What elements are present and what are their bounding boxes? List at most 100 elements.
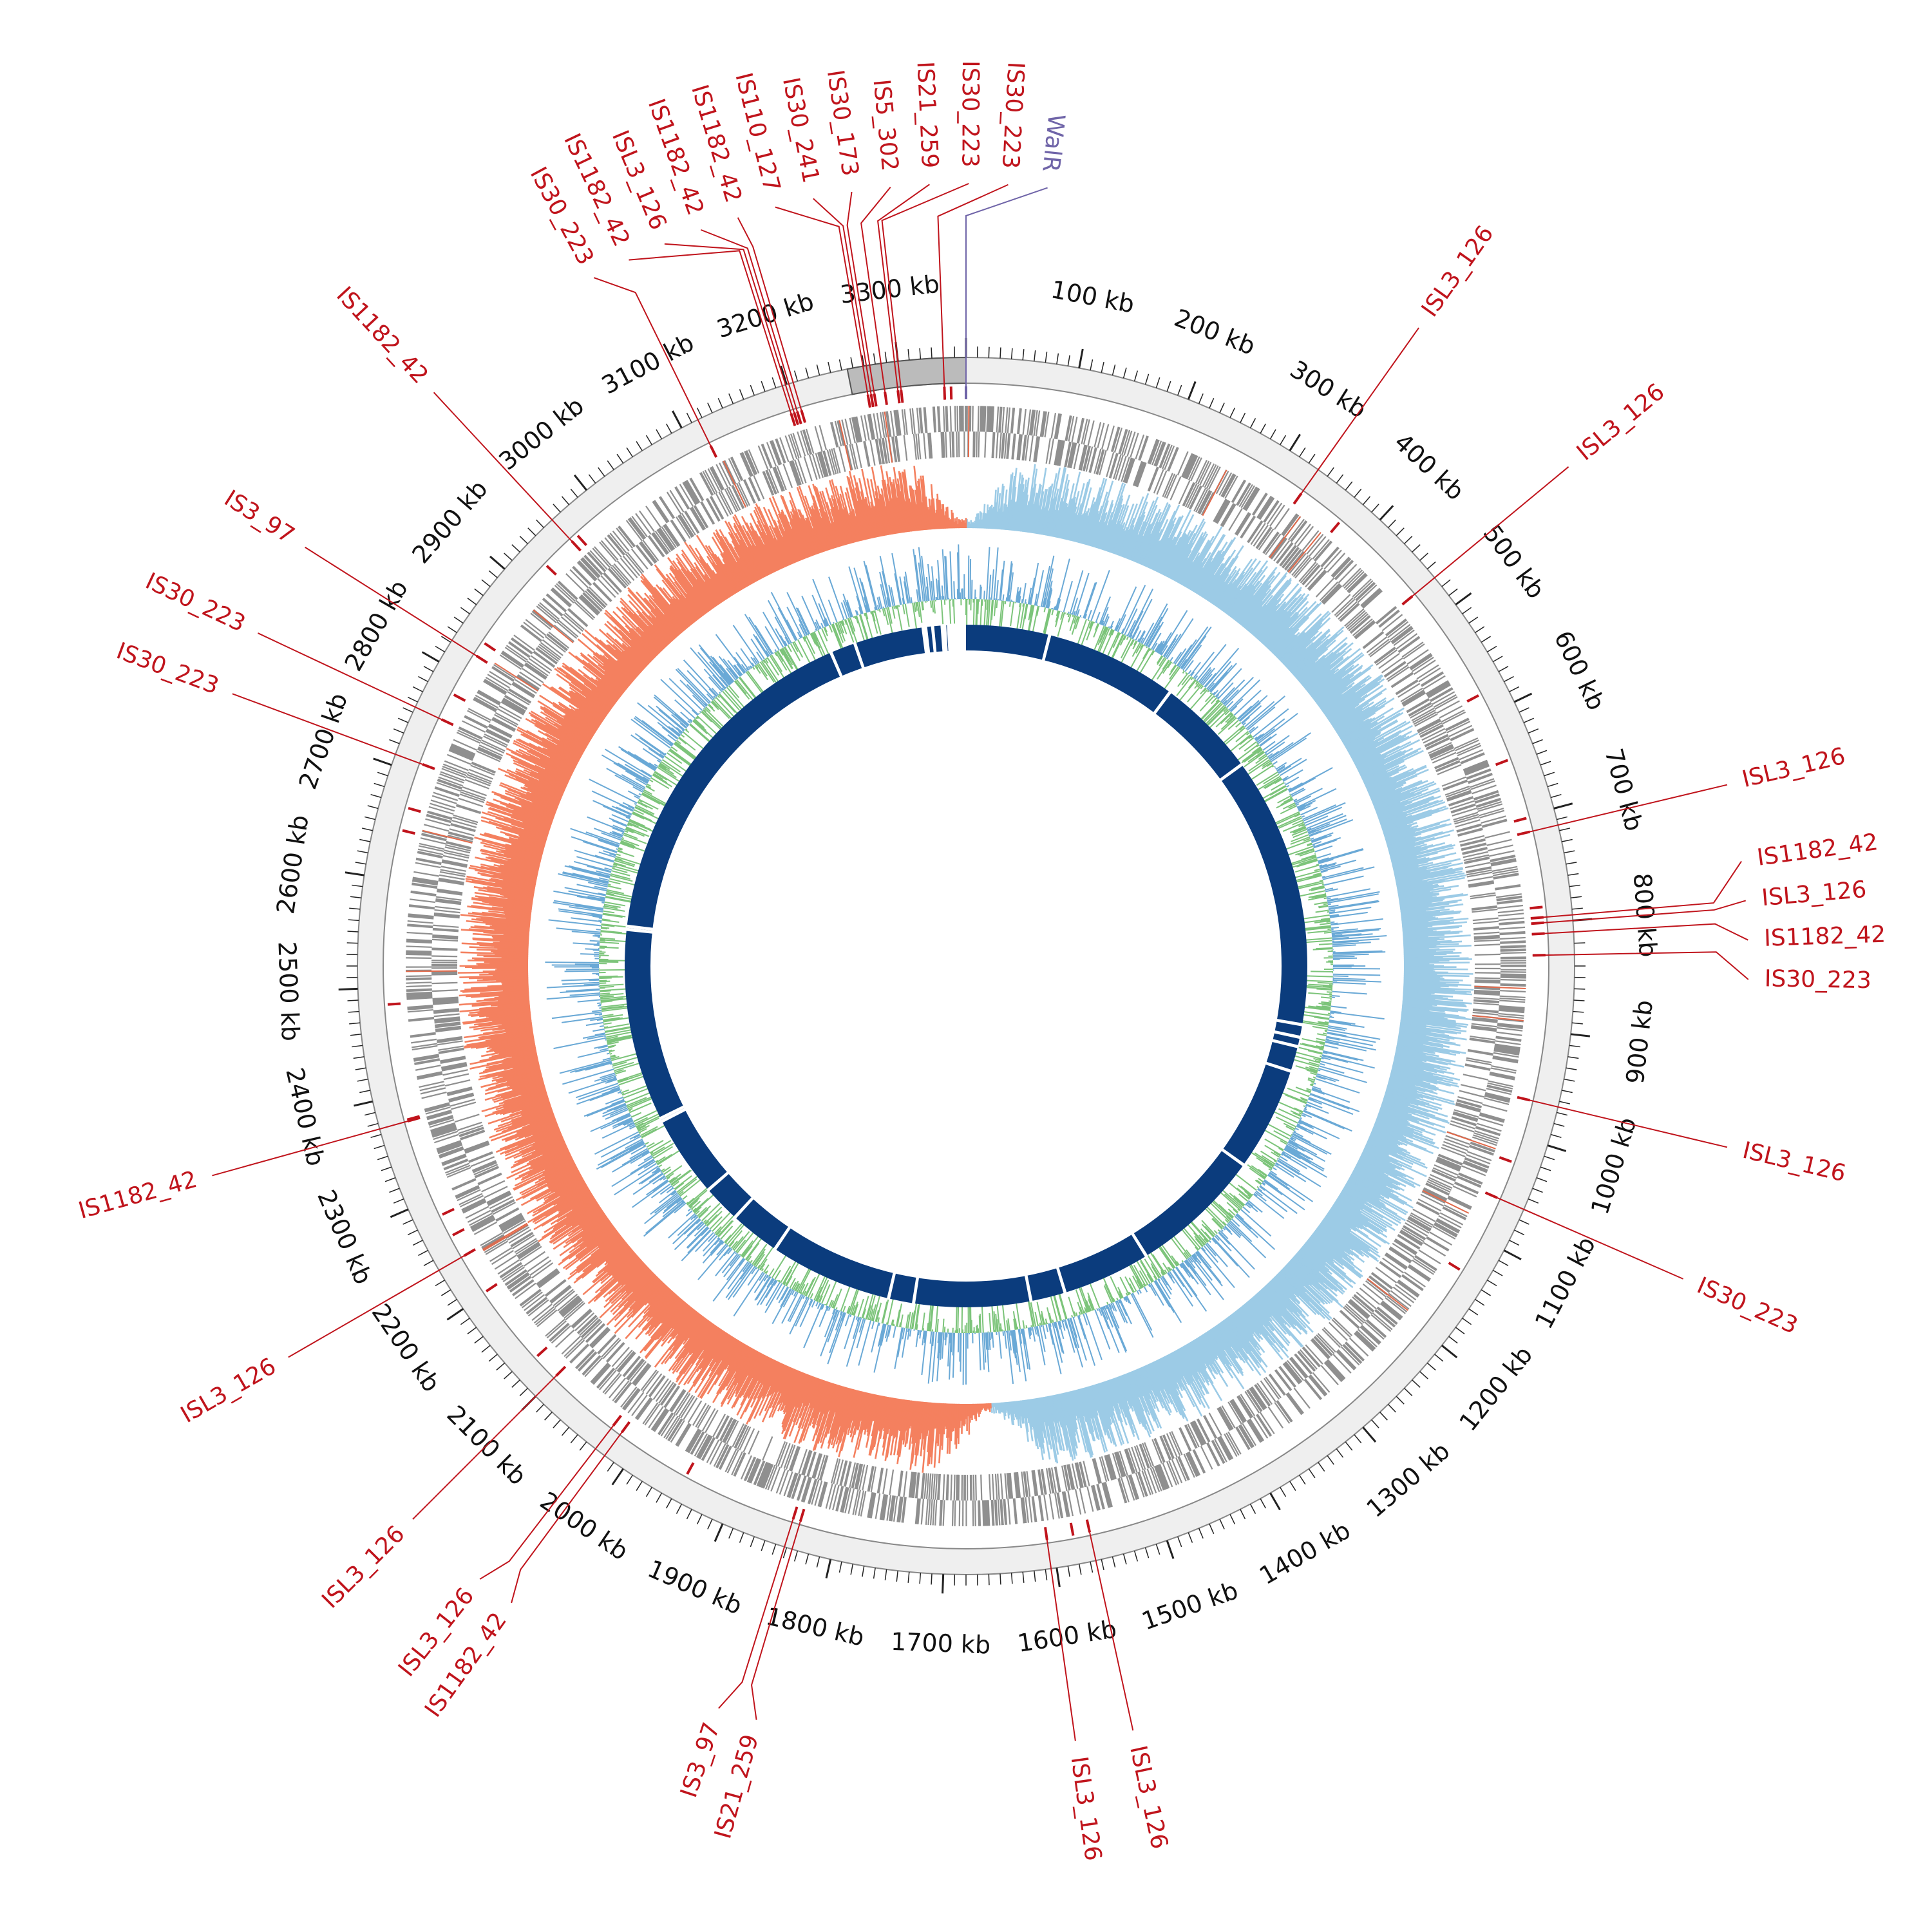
gene-feature [1031, 1470, 1036, 1497]
gene-feature [1445, 718, 1470, 732]
gene-feature [1387, 621, 1409, 638]
gene-feature [678, 515, 694, 538]
gc-skew-bar [998, 484, 1004, 530]
gene-feature [468, 1151, 493, 1162]
gene-feature [879, 438, 886, 464]
gene-feature [956, 406, 959, 432]
gc-skew-bar [1009, 468, 1018, 531]
minor-tick [850, 1564, 854, 1575]
gene-feature [1476, 799, 1502, 808]
gene-feature [1082, 446, 1090, 471]
gc-skew-bar [1004, 507, 1009, 530]
gene-feature [1250, 522, 1266, 545]
is-element-marker [387, 1002, 401, 1006]
gene-feature [601, 1338, 620, 1358]
major-tick [1269, 1492, 1281, 1511]
gene-feature [1283, 549, 1302, 570]
gene-feature [538, 643, 560, 661]
gc-skew-bar [1229, 565, 1269, 617]
gene-feature [1419, 724, 1444, 737]
gene-feature [1377, 1306, 1398, 1324]
gc-skew-bar [482, 970, 529, 972]
gene-feature [1137, 1472, 1148, 1497]
gene-feature [920, 1473, 924, 1499]
gc-skew-bar [1177, 531, 1207, 583]
major-tick [1166, 1540, 1175, 1559]
gene-feature [1489, 1072, 1515, 1079]
gc-skew-bar [1090, 491, 1108, 547]
minor-tick [999, 1573, 1001, 1585]
gene-feature [972, 431, 975, 458]
gc-skew-bar [1184, 535, 1215, 587]
gc-skew-bar [1229, 585, 1255, 618]
gene-feature [1097, 1484, 1105, 1510]
gene-feature [426, 1112, 453, 1121]
gene-feature [730, 457, 743, 482]
gene-feature [470, 1215, 495, 1229]
minor-tick [1523, 717, 1535, 723]
gc-skew-bar [1110, 505, 1130, 554]
gc-skew-bar [1079, 507, 1090, 544]
gene-feature [838, 446, 846, 472]
gene-feature [1283, 1362, 1301, 1384]
gene-feature [1406, 1219, 1430, 1234]
gene-feature [1327, 1359, 1346, 1379]
gene-feature [428, 1117, 454, 1126]
minor-tick [1481, 636, 1491, 643]
gene-feature [455, 1185, 479, 1197]
gene-feature [1492, 866, 1518, 872]
gene-feature [1428, 1177, 1453, 1189]
gene-feature [1362, 630, 1384, 649]
minor-tick [349, 907, 361, 910]
gene-feature [663, 1385, 679, 1408]
minor-tick [544, 1412, 553, 1421]
gene-feature [462, 786, 488, 797]
gene-feature [1454, 1181, 1479, 1193]
gene-feature [546, 634, 567, 652]
gene-feature [1349, 1338, 1369, 1357]
gene-feature [1039, 411, 1045, 437]
gene-feature [1500, 941, 1526, 944]
gene-feature [1182, 482, 1195, 506]
gene-feature [1484, 831, 1510, 839]
scale-tick-label: 1900 kb [643, 1555, 746, 1620]
gene-feature [1259, 497, 1275, 520]
gene-feature [854, 1463, 861, 1490]
gene-feature-highlight [533, 609, 574, 643]
gene-feature [1446, 721, 1471, 734]
gene-feature [581, 558, 600, 578]
gene-feature [844, 1488, 851, 1513]
gene-feature [1499, 999, 1526, 1003]
gene-feature [511, 637, 533, 654]
gene-feature [664, 1386, 681, 1408]
gene-feature [1348, 574, 1368, 594]
gene-feature [855, 442, 862, 469]
gene-feature [1471, 905, 1497, 910]
gene-feature [1421, 728, 1446, 741]
gene-feature [545, 1318, 565, 1337]
gene-feature [903, 435, 908, 461]
gene-feature [485, 730, 509, 743]
gene-feature [431, 973, 458, 976]
gene-feature [440, 1056, 466, 1063]
gene-feature [1463, 1160, 1488, 1171]
gc-skew-bar [1167, 531, 1193, 578]
gc-skew-bar [1054, 474, 1069, 538]
gene-feature [478, 744, 504, 757]
gene-feature [654, 500, 670, 522]
gc-skew-bar [1073, 478, 1091, 542]
gene-feature [674, 487, 689, 510]
gc-skew-bar [1154, 516, 1182, 572]
gene-feature [408, 905, 435, 910]
gc-skew-bar [1065, 502, 1076, 540]
gene-feature [852, 1463, 859, 1489]
gene-feature [457, 729, 482, 742]
gene-feature [1374, 647, 1396, 665]
gene-feature [956, 1474, 958, 1501]
gene-feature [1171, 1459, 1183, 1484]
gene-feature [685, 1428, 699, 1452]
minor-tick [793, 1550, 799, 1562]
gene-feature [1237, 1395, 1253, 1418]
gene-feature [495, 1207, 519, 1221]
minor-tick [1412, 544, 1421, 553]
